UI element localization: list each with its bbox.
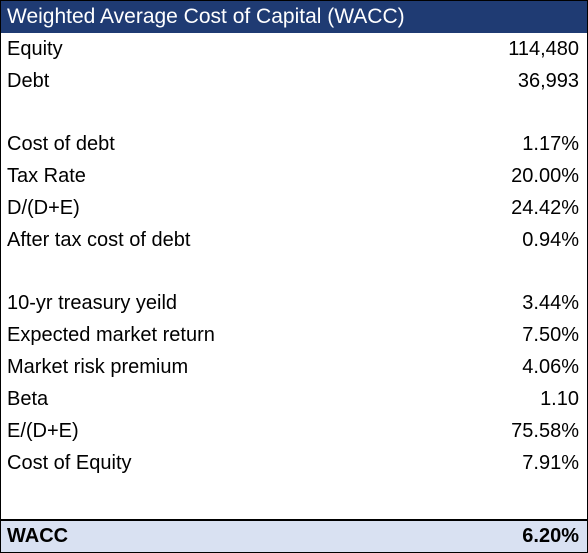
row-value: 7.91%	[522, 451, 579, 474]
row-value: 7.50%	[522, 323, 579, 346]
row-label: Equity	[7, 37, 63, 60]
row-value: 3.44%	[522, 291, 579, 314]
row-label: Expected market return	[7, 323, 215, 346]
total-label: WACC	[7, 525, 69, 547]
row-label: D/(D+E)	[7, 196, 80, 219]
row-beta: Beta 1.10	[1, 383, 587, 415]
row-label: Beta	[7, 387, 49, 410]
row-treasury-yield: 10-yr treasury yeild 3.44%	[1, 287, 587, 319]
row-value: 0.94%	[522, 228, 579, 251]
row-label: Cost of Equity	[7, 451, 132, 474]
row-cost-of-debt: Cost of debt 1.17%	[1, 128, 587, 160]
row-label: 10-yr treasury yeild	[7, 291, 178, 314]
row-label: Cost of debt	[7, 132, 115, 155]
row-after-tax-cost-of-debt: After tax cost of debt 0.94%	[1, 224, 587, 256]
row-label: Debt	[7, 69, 50, 92]
row-market-risk-premium: Market risk premium 4.06%	[1, 351, 587, 383]
table-rows: Equity 114,480 Debt 36,993 Cost of debt …	[1, 33, 587, 479]
row-equity-weight: E/(D+E) 75.58%	[1, 415, 587, 447]
row-label: After tax cost of debt	[7, 228, 191, 251]
row-debt-weight: D/(D+E) 24.42%	[1, 192, 587, 224]
row-value: 4.06%	[522, 355, 579, 378]
row-tax-rate: Tax Rate 20.00%	[1, 160, 587, 192]
row-equity: Equity 114,480	[1, 33, 587, 65]
row-expected-market-return: Expected market return 7.50%	[1, 319, 587, 351]
row-spacer	[1, 256, 587, 287]
row-debt: Debt 36,993	[1, 65, 587, 97]
total-value: 6.20%	[522, 525, 579, 547]
row-value: 36,993	[517, 69, 579, 92]
row-value: 1.10	[540, 387, 579, 410]
row-label: Tax Rate	[7, 164, 86, 187]
row-label: Market risk premium	[7, 355, 189, 378]
row-cost-of-equity: Cost of Equity 7.91%	[1, 447, 587, 479]
row-spacer	[1, 97, 587, 128]
row-label: E/(D+E)	[7, 419, 79, 442]
row-value: 1.17%	[522, 132, 579, 155]
table-title: Weighted Average Cost of Capital (WACC)	[1, 1, 587, 33]
row-value: 114,480	[508, 37, 579, 60]
row-value: 24.42%	[511, 196, 579, 219]
row-value: 20.00%	[511, 164, 579, 187]
wacc-total-row: WACC 6.20%	[1, 519, 587, 552]
row-value: 75.58%	[511, 419, 579, 442]
